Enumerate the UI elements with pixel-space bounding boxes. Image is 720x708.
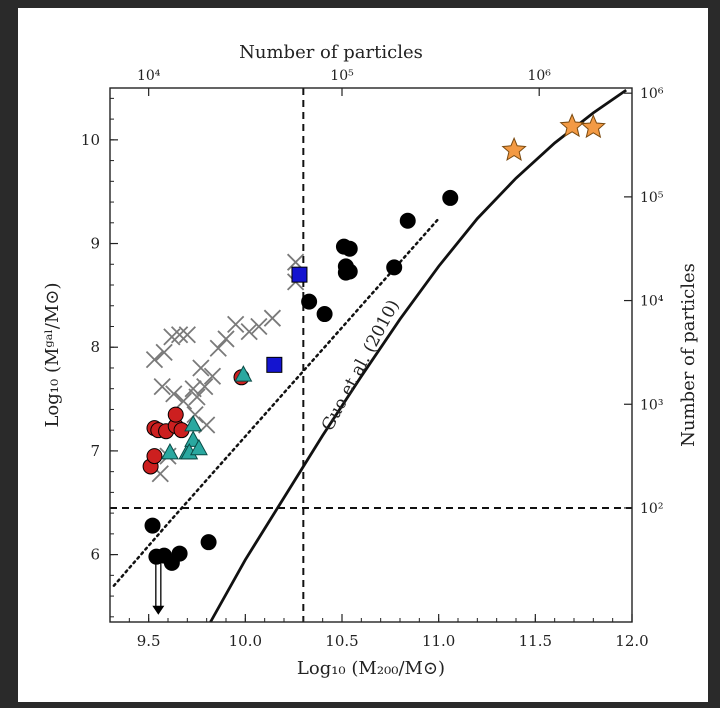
point-circle bbox=[146, 448, 163, 465]
point-x bbox=[196, 377, 214, 396]
point-x bbox=[240, 323, 258, 341]
y-axis-label: Log₁₀ (Mᵍᵃˡ/M⊙) bbox=[42, 282, 63, 427]
point-x bbox=[178, 326, 196, 344]
point-x bbox=[250, 317, 268, 336]
right-tick-label: 10² bbox=[640, 501, 663, 517]
point-circle bbox=[337, 264, 354, 281]
point-circle bbox=[171, 545, 188, 562]
point-square bbox=[266, 356, 283, 373]
point-circle bbox=[399, 212, 416, 229]
point-x bbox=[192, 359, 210, 377]
point-x bbox=[217, 330, 235, 348]
y-tick-label: 10 bbox=[81, 131, 100, 149]
right-tick-label: 10⁴ bbox=[640, 294, 664, 310]
top-tick-label: 10⁶ bbox=[527, 68, 551, 84]
upper-limit-arrow-head bbox=[152, 605, 165, 615]
point-x bbox=[153, 377, 171, 396]
guo-relation-curve bbox=[209, 88, 627, 623]
point-triangle bbox=[160, 442, 179, 460]
top-tick-label: 10⁵ bbox=[330, 68, 354, 84]
x-tick-label: 11.5 bbox=[519, 632, 552, 650]
point-x bbox=[184, 380, 202, 398]
point-x bbox=[165, 385, 183, 403]
top-tick-label: 10⁴ bbox=[137, 68, 161, 84]
chart: 9.5 10.0 10.5 11.0 11.5 12.0 6 7 8 9 10 10⁴ 10⁵ 10⁶ 10… bbox=[42, 42, 699, 679]
dotted-relation-line bbox=[112, 217, 440, 587]
point-triangle bbox=[234, 365, 253, 382]
right-axis-label: Number of particles bbox=[678, 263, 699, 447]
point-x bbox=[145, 351, 164, 369]
y-tick-label: 8 bbox=[90, 338, 100, 356]
top-axis-label: Number of particles bbox=[239, 42, 423, 63]
right-tick-label: 10⁶ bbox=[640, 86, 664, 102]
point-x bbox=[170, 326, 189, 344]
point-x bbox=[209, 339, 227, 357]
point-circle bbox=[167, 406, 184, 423]
point-square bbox=[291, 266, 308, 283]
point-x bbox=[203, 367, 222, 385]
point-star bbox=[559, 113, 585, 138]
point-circle bbox=[316, 306, 333, 323]
point-x bbox=[263, 309, 282, 327]
data-points bbox=[142, 113, 606, 615]
right-tick-label: 10⁵ bbox=[640, 190, 664, 206]
point-circle bbox=[200, 534, 217, 551]
point-circle bbox=[442, 189, 459, 206]
y-tick-label: 6 bbox=[90, 546, 100, 564]
axes: 9.5 10.0 10.5 11.0 11.5 12.0 6 7 8 9 10 10⁴ 10⁵ 10⁶ 10… bbox=[81, 68, 664, 650]
plot-frame bbox=[109, 87, 633, 623]
point-circle bbox=[144, 517, 161, 534]
right-tick-label: 10³ bbox=[640, 397, 663, 413]
x-tick-label: 9.5 bbox=[137, 632, 161, 650]
x-axis-label: Log₁₀ (M₂₀₀/M⊙) bbox=[297, 658, 445, 679]
point-x bbox=[227, 315, 245, 334]
point-x bbox=[155, 343, 173, 362]
point-circle bbox=[386, 259, 403, 276]
x-tick-label: 12.0 bbox=[615, 632, 648, 650]
point-triangle bbox=[189, 438, 208, 456]
upper-limit-arrow-shaft bbox=[155, 561, 162, 607]
relation-curves bbox=[112, 88, 627, 623]
point-x bbox=[188, 388, 206, 406]
x-tick-label: 10.5 bbox=[325, 632, 358, 650]
y-tick-label: 9 bbox=[90, 235, 100, 253]
dashed-reference-lines bbox=[110, 88, 632, 622]
point-circle bbox=[301, 293, 318, 310]
y-tick-label: 7 bbox=[90, 442, 100, 460]
point-x bbox=[174, 392, 193, 410]
point-star bbox=[501, 136, 527, 161]
x-tick-label: 11.0 bbox=[422, 632, 455, 650]
x-tick-label: 10.0 bbox=[229, 632, 262, 650]
figure-panel: 9.5 10.0 10.5 11.0 11.5 12.0 6 7 8 9 10 10⁴ 10⁵ 10⁶ 10… bbox=[18, 8, 708, 702]
point-star bbox=[580, 114, 606, 139]
point-circle bbox=[341, 240, 358, 257]
